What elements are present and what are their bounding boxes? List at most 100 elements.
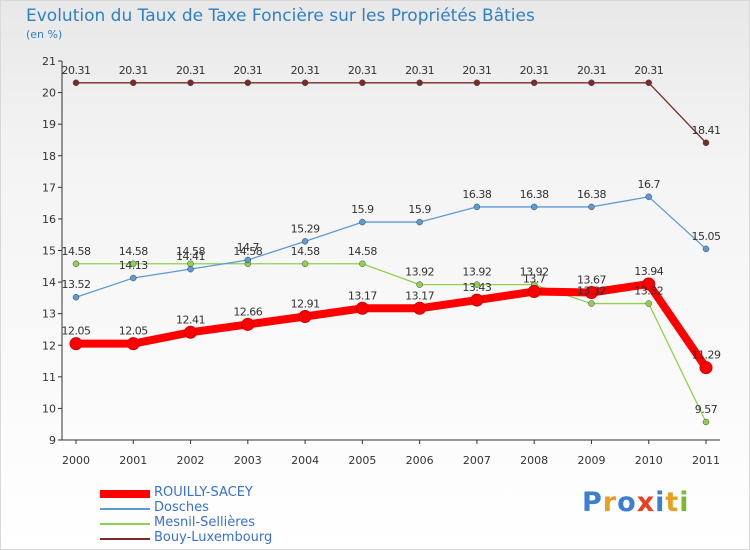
y-tick-label: 20 (42, 87, 56, 100)
legend-label: Mesnil-Sellières (154, 515, 256, 530)
x-tick-label: 2003 (234, 454, 262, 467)
data-point (530, 203, 538, 211)
data-point (72, 260, 80, 268)
data-label: 15.9 (351, 203, 374, 216)
data-point (301, 260, 309, 268)
legend-label: ROUILLY-SACEY (154, 485, 253, 500)
data-label: 16.7 (637, 178, 660, 191)
legend-item-rouilly-sacey: ROUILLY-SACEY (100, 486, 400, 502)
data-point (69, 337, 83, 351)
data-point (355, 301, 369, 315)
data-point (130, 260, 137, 268)
data-point (702, 245, 710, 253)
data-label: 12.91 (291, 298, 320, 311)
data-label: 20.31 (119, 64, 148, 77)
data-label: 13.17 (405, 289, 434, 302)
data-point (702, 139, 710, 147)
data-label: 13.94 (634, 265, 663, 278)
unit-label: (en %) (26, 28, 63, 41)
data-point (301, 238, 309, 245)
data-point (359, 79, 366, 87)
chart-title: Evolution du Taux de Taxe Foncière sur l… (26, 6, 535, 26)
data-label: 15.9 (408, 203, 431, 216)
data-label: 13.17 (348, 289, 377, 302)
data-point (416, 79, 423, 87)
data-label: 20.31 (233, 64, 262, 77)
data-label: 20.31 (462, 64, 491, 77)
data-point (699, 361, 713, 375)
legend-item-mesnil-sellieres: Mesnil-Sellières (100, 516, 400, 532)
y-tick-label: 13 (42, 308, 56, 321)
y-tick-label: 21 (42, 55, 56, 68)
logo-letter: x (636, 487, 656, 518)
data-label: 9.57 (695, 403, 718, 416)
data-label: 13.52 (62, 278, 91, 291)
data-point (588, 79, 595, 87)
logo-letter: i (679, 487, 690, 518)
data-point (588, 203, 595, 211)
legend-item-bouy-luxembourg: Bouy-Luxembourg (100, 531, 400, 547)
data-label: 12.66 (233, 305, 262, 318)
data-label: 20.31 (176, 64, 205, 77)
data-point (244, 256, 252, 264)
legend-swatch (100, 508, 150, 510)
data-point (72, 293, 80, 301)
x-tick-label: 2010 (635, 454, 663, 467)
logo-letter: t (665, 487, 680, 518)
data-label: 20.31 (405, 64, 434, 77)
data-point (530, 79, 538, 87)
y-tick-label: 16 (42, 213, 56, 226)
data-label: 13.43 (462, 281, 491, 294)
data-point (187, 79, 194, 87)
data-label: 15.29 (291, 222, 320, 235)
legend-item-dosches: Dosches (100, 501, 400, 517)
y-tick-label: 12 (42, 339, 56, 352)
data-point (645, 193, 652, 201)
data-label: 14.58 (348, 245, 377, 258)
data-label: 20.31 (348, 64, 377, 77)
x-tick-label: 2000 (62, 454, 90, 467)
data-label: 16.38 (462, 188, 491, 201)
x-tick-label: 2011 (692, 454, 720, 467)
data-label: 14.58 (176, 245, 205, 258)
data-point (359, 218, 366, 226)
data-label: 13.92 (462, 266, 491, 279)
x-tick-label: 2008 (520, 454, 548, 467)
data-label: 13.32 (634, 285, 663, 298)
data-point (72, 79, 80, 87)
data-label: 13.92 (405, 266, 434, 279)
data-label: 14.58 (233, 245, 262, 258)
data-label: 15.05 (692, 230, 721, 243)
series-line-bouy-luxembourg (75, 82, 707, 144)
series-line-rouilly-sacey (72, 279, 710, 372)
data-point (126, 337, 140, 351)
data-label: 20.31 (634, 64, 663, 77)
y-tick-label: 14 (42, 276, 56, 289)
data-label: 16.38 (577, 188, 606, 201)
data-label: 16.38 (520, 188, 549, 201)
data-label: 20.31 (577, 64, 606, 77)
data-point (298, 310, 312, 324)
data-point (413, 301, 427, 315)
data-label: 13.7 (523, 273, 546, 286)
legend-label: Dosches (154, 500, 209, 515)
data-point (301, 79, 309, 87)
data-label: 12.05 (119, 325, 148, 338)
data-label: 14.58 (62, 245, 91, 258)
x-tick-label: 2007 (463, 454, 491, 467)
x-tick-label: 2001 (119, 454, 147, 467)
y-tick-label: 10 (42, 402, 56, 415)
legend-swatch (100, 538, 150, 540)
data-label: 11.29 (692, 349, 721, 362)
data-point (187, 265, 194, 273)
data-point (241, 317, 255, 331)
data-point (645, 300, 652, 307)
data-point (184, 325, 198, 339)
data-label: 20.31 (291, 64, 320, 77)
data-label: 18.41 (692, 124, 721, 137)
legend-swatch (100, 490, 150, 498)
data-point (473, 281, 481, 288)
data-label: 13.67 (577, 274, 606, 287)
